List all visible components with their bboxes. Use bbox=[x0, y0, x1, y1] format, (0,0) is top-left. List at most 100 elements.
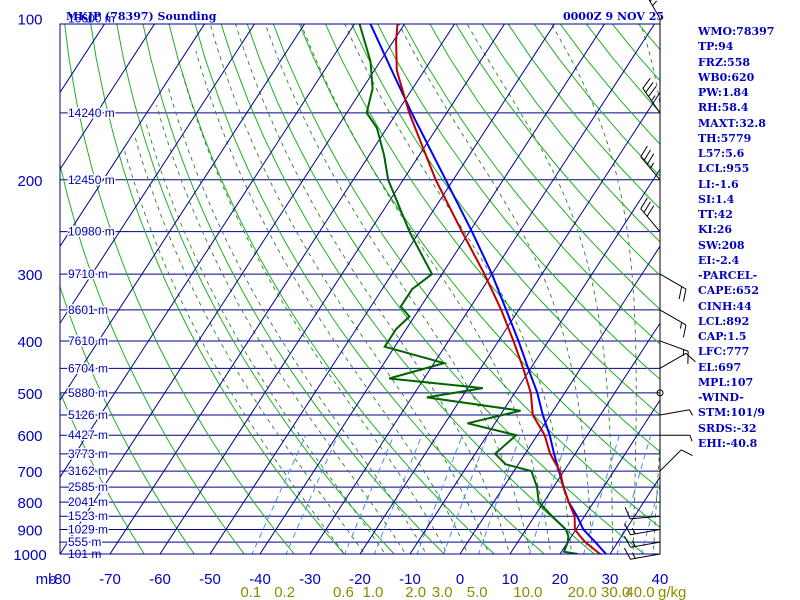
dry-adiabat-line bbox=[377, 24, 660, 380]
height-tick-label: 10980 m bbox=[68, 225, 115, 239]
mixing-ratio-line bbox=[251, 434, 307, 554]
height-tick-label: 3162 m bbox=[68, 464, 108, 478]
dry-adiabat-line bbox=[351, 24, 660, 416]
moist-adiabat-line bbox=[181, 70, 448, 554]
wind-barb-staff bbox=[630, 515, 661, 520]
moist-adiabat-line bbox=[123, 148, 345, 554]
isotherm-line bbox=[60, 24, 306, 402]
wind-barb-feather bbox=[624, 507, 631, 520]
sounding-index: MPL:107 bbox=[698, 375, 754, 389]
pressure-tick-label: 300 bbox=[17, 267, 42, 284]
wind-barb bbox=[648, 0, 661, 19]
sounding-index: LCL:955 bbox=[698, 162, 750, 176]
wind-barb-feather bbox=[682, 324, 687, 338]
height-tick-label: 5880 m bbox=[68, 386, 108, 400]
wind-barb-feather bbox=[642, 77, 651, 89]
isotherm-line bbox=[60, 24, 406, 554]
wind-barb-half-feather bbox=[689, 409, 693, 416]
wind-barb bbox=[659, 309, 687, 338]
sounding-index: SW:208 bbox=[698, 238, 745, 252]
sounding-index: L57:5.6 bbox=[698, 147, 745, 160]
wind-barb bbox=[623, 547, 661, 560]
dry-adiabat-line bbox=[246, 24, 646, 554]
wind-barb-feather bbox=[646, 153, 655, 165]
wind-barb-half-feather bbox=[650, 95, 656, 101]
sounding-index: PW:1.84 bbox=[698, 86, 749, 99]
wind-barbs bbox=[623, 0, 696, 560]
moist-adiabat-line bbox=[264, 24, 531, 554]
pressure-tick-label: 200 bbox=[17, 173, 42, 190]
parcel-trace-line bbox=[369, 24, 608, 554]
wind-barb-staff bbox=[659, 409, 690, 416]
wind-barb-feather bbox=[640, 145, 648, 158]
sounding-index: LFC:777 bbox=[698, 345, 750, 359]
wind-barb-feather bbox=[646, 205, 655, 217]
wind-barb bbox=[659, 352, 696, 369]
pressure-tick-label: 900 bbox=[17, 523, 42, 540]
sounding-index: KI:26 bbox=[698, 223, 733, 237]
wind-barb-staff bbox=[630, 553, 661, 560]
wind-barb bbox=[640, 197, 661, 233]
isotherm-line bbox=[60, 24, 156, 171]
mixing-ratio-line bbox=[528, 435, 569, 554]
wind-barb-feather bbox=[682, 288, 687, 302]
sounding-index: STM:101/9 bbox=[698, 406, 765, 420]
temperature-profile-line bbox=[395, 24, 606, 554]
height-tick-label: 2585 m bbox=[68, 480, 108, 494]
dry-adiabat-line bbox=[60, 161, 245, 554]
wind-barb bbox=[624, 507, 661, 520]
mixing-ratio-line bbox=[285, 434, 339, 554]
dry-adiabat-line bbox=[60, 284, 195, 554]
sounding-index: EL:697 bbox=[698, 360, 742, 374]
pressure-tick-label: 700 bbox=[17, 464, 42, 481]
wind-barb-feather bbox=[685, 352, 696, 363]
wind-barb-feather bbox=[623, 547, 631, 560]
wind-barb-half-feather bbox=[631, 528, 636, 535]
temperature-tick-label: 20 bbox=[552, 571, 569, 588]
mixing-ratio-tick-label: 20.0 bbox=[568, 584, 597, 600]
sounding-index: SRDS:-32 bbox=[698, 421, 757, 435]
dry-adiabat-line bbox=[298, 24, 660, 490]
height-tick-label: 3773 m bbox=[68, 447, 108, 461]
wind-barb bbox=[656, 389, 664, 397]
height-tick-label: 555 m bbox=[68, 535, 101, 549]
temperature-tick-label: -20 bbox=[349, 571, 371, 588]
temperature-tick-label: 0 bbox=[456, 571, 464, 588]
sounding-index: EHI:-40.8 bbox=[698, 436, 758, 450]
dry-adiabat-line bbox=[168, 24, 495, 554]
chart-title: MKJP (78397) Sounding bbox=[66, 10, 217, 23]
pressure-unit-label: mb bbox=[36, 571, 57, 588]
wind-barb-half-feather bbox=[631, 552, 636, 559]
wind-barb-feather bbox=[623, 523, 631, 535]
mixing-ratio-line bbox=[344, 435, 395, 554]
height-tick-label: 2041 m bbox=[68, 495, 108, 509]
dry-adiabat-line bbox=[194, 24, 545, 554]
sounding-index: -PARCEL- bbox=[698, 269, 758, 282]
height-tick-label: 8601 m bbox=[68, 303, 108, 317]
dry-adiabat-line bbox=[481, 24, 660, 243]
moist-adiabat-line bbox=[195, 50, 469, 554]
mixing-ratio-tick-label: 3.0 bbox=[432, 584, 453, 600]
temperature-tick-label: -50 bbox=[199, 571, 221, 588]
pressure-tick-label: 500 bbox=[17, 386, 42, 403]
wind-barb bbox=[623, 535, 661, 548]
temperature-tick-label: 30 bbox=[602, 571, 619, 588]
wind-barb-half-feather bbox=[679, 322, 683, 329]
height-tick-label: 1029 m bbox=[68, 523, 108, 537]
height-tick-label: 16600 m bbox=[68, 12, 115, 26]
chart-timestamp: 0000Z 9 NOV 25 bbox=[563, 10, 665, 23]
dry-adiabat-line bbox=[272, 24, 660, 528]
pressure-tick-label: 1000 bbox=[13, 547, 46, 564]
wind-barb-half-feather bbox=[689, 435, 693, 442]
sounding-index: WMO:78397 bbox=[698, 25, 775, 38]
dry-adiabat-line bbox=[455, 24, 660, 276]
pressure-tick-label: 600 bbox=[17, 428, 42, 445]
pressure-tick-label: 100 bbox=[17, 12, 42, 29]
wind-barb-staff bbox=[659, 352, 687, 369]
moist-adiabat-line bbox=[209, 24, 490, 554]
sounding-index: CINH:44 bbox=[698, 299, 752, 313]
sounding-index: LI:-1.6 bbox=[698, 177, 739, 191]
dewpoint-profile-line bbox=[358, 24, 580, 554]
